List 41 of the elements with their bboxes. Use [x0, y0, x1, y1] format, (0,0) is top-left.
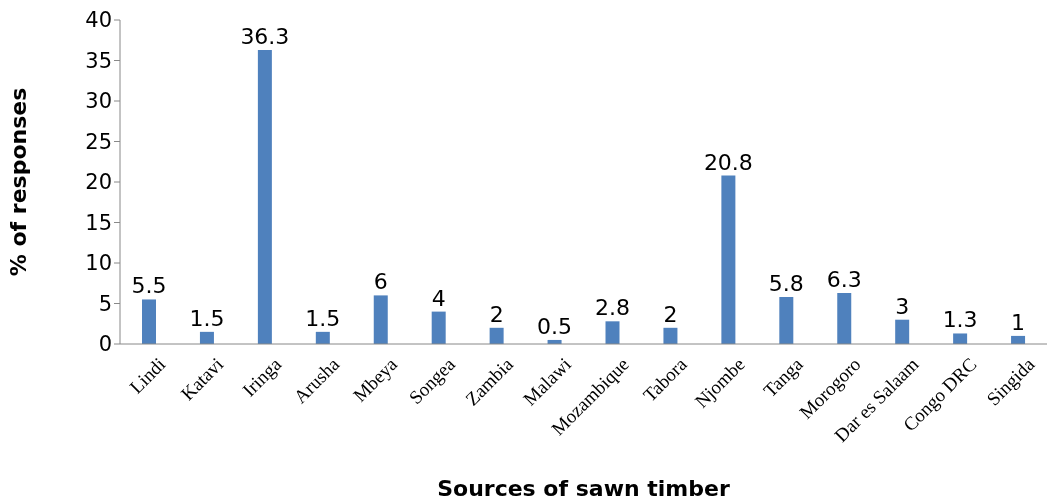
data-label: 2.8	[595, 295, 630, 321]
bar	[837, 292, 852, 344]
bar	[489, 327, 504, 344]
bar	[257, 49, 272, 344]
y-tick-label: 10	[85, 251, 112, 276]
data-label: 4	[431, 285, 446, 311]
bar	[605, 321, 620, 344]
bar	[895, 319, 910, 344]
data-label: 1	[1011, 309, 1026, 335]
data-label: 1.3	[942, 307, 978, 333]
y-tick-label: 15	[85, 210, 112, 235]
y-axis-title: % of responses	[5, 87, 31, 277]
bar	[953, 333, 968, 344]
bar	[663, 327, 678, 344]
data-label: 1.5	[189, 305, 225, 331]
y-tick-label: 5	[98, 291, 112, 316]
bar	[721, 175, 736, 344]
data-label: 2	[663, 301, 678, 327]
data-label: 2	[489, 301, 504, 327]
y-tick-label: 0	[98, 332, 112, 357]
bar	[779, 297, 794, 344]
y-tick-label: 25	[85, 129, 112, 154]
data-label: 20.8	[703, 149, 753, 175]
y-tick-label: 35	[85, 48, 112, 73]
data-label: 5.5	[131, 273, 167, 299]
bar	[431, 311, 446, 344]
bar	[373, 295, 388, 344]
y-tick-label: 20	[85, 170, 112, 195]
y-tick-label: 30	[85, 89, 112, 114]
data-label: 0.5	[537, 313, 573, 339]
data-label: 6.3	[826, 266, 862, 292]
x-axis-title: Sources of sawn timber	[437, 476, 730, 501]
data-label: 5.8	[768, 271, 804, 297]
bar	[315, 331, 330, 344]
bar	[199, 331, 214, 344]
data-label: 36.3	[240, 23, 290, 49]
y-tick-label: 40	[85, 8, 112, 33]
data-label: 3	[895, 293, 910, 319]
bar	[142, 299, 156, 344]
data-label: 1.5	[305, 305, 341, 331]
data-label: 6	[373, 269, 388, 295]
